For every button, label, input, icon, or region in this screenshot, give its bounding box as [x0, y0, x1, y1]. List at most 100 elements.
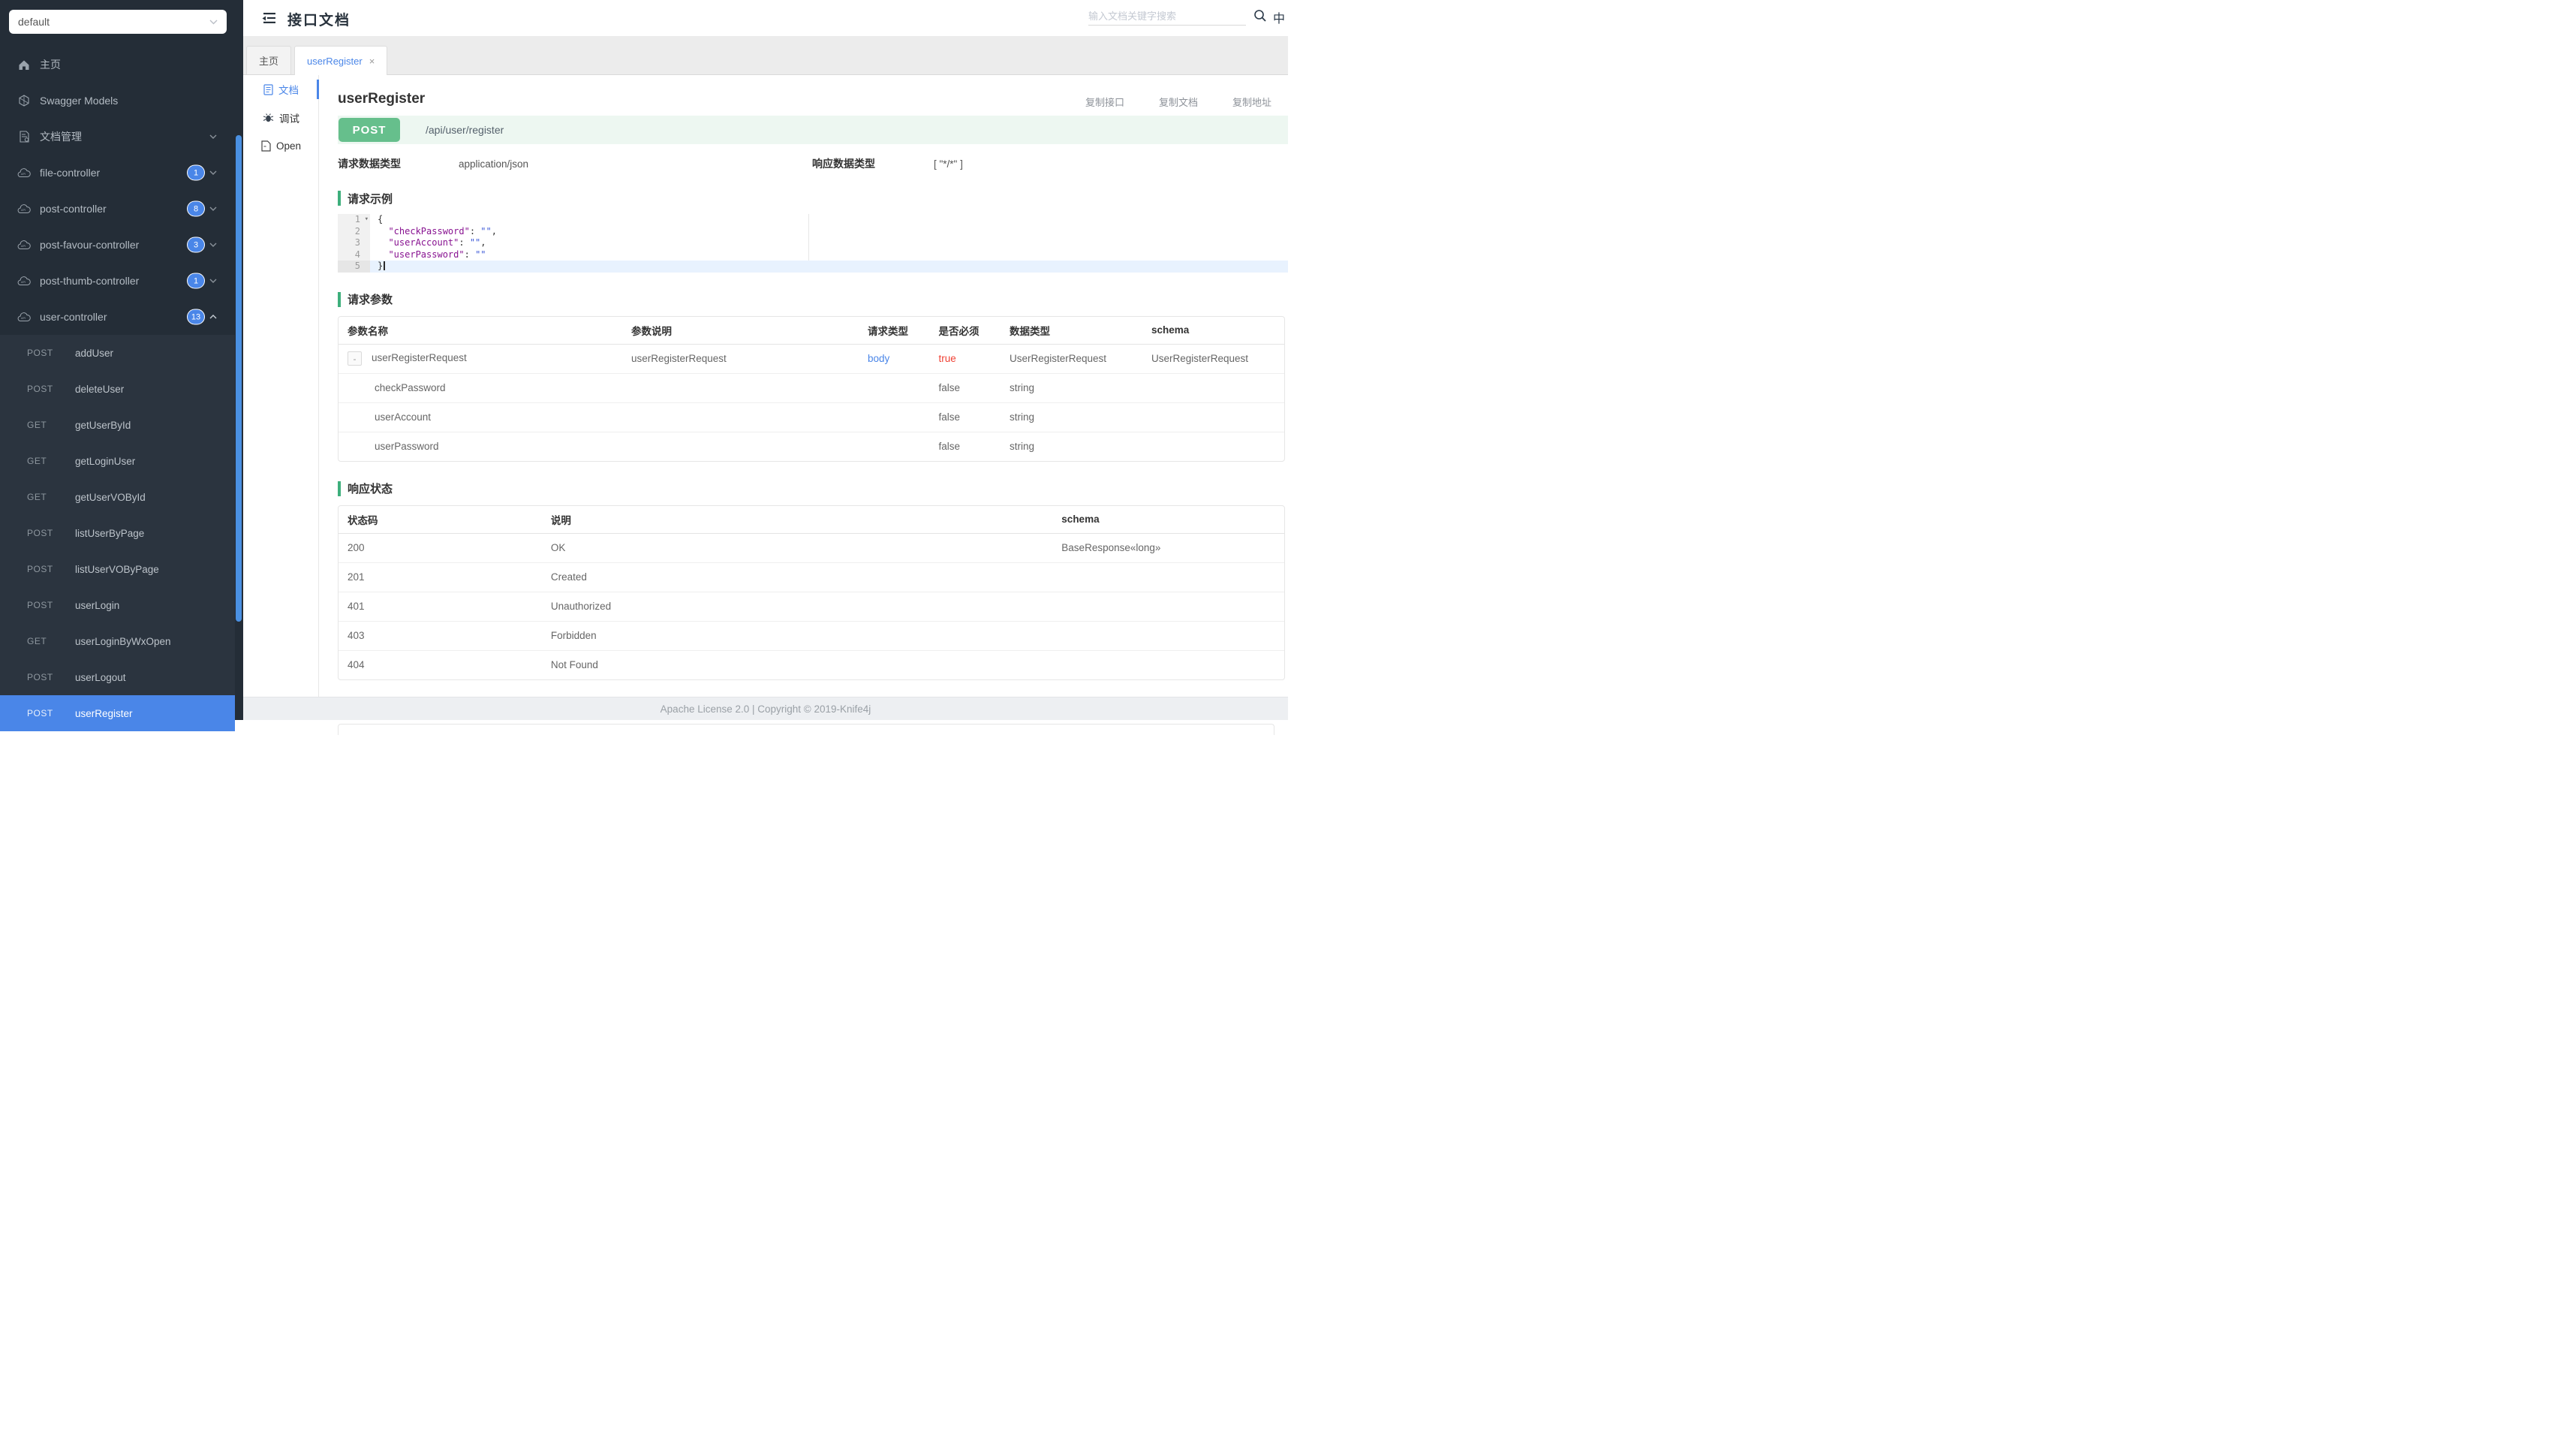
status-desc: Unauthorized [541, 592, 1053, 622]
sidebar-item-file-controller[interactable]: API file-controller 1 [0, 155, 235, 191]
sidebar-item-label: user-controller [40, 311, 107, 323]
fold-icon[interactable]: ▾ [364, 215, 369, 223]
side-nav-doc[interactable]: 文档 [243, 76, 319, 103]
document-icon [263, 83, 273, 95]
method-label: POST [27, 384, 53, 394]
search-input[interactable] [1088, 8, 1246, 26]
tab-close-icon[interactable]: × [369, 55, 375, 67]
method-label: POST [27, 672, 53, 682]
param-data-type: string [1010, 441, 1035, 452]
tab-home[interactable]: 主页 [246, 46, 292, 74]
request-example-editor[interactable]: 1 ▾ { 2 "checkPassword": "", 3 "userAccou… [338, 214, 1288, 273]
language-toggle[interactable]: 中 [1272, 13, 1285, 26]
col-required: 是否必须 [929, 316, 1001, 345]
endpoint-listUserVOByPage[interactable]: POST listUserVOByPage [0, 551, 235, 587]
sidebar-item-label: 文档管理 [40, 131, 82, 143]
cloud-api-icon: API [17, 167, 31, 179]
copy-doc-link[interactable]: 复制文档 [1158, 97, 1198, 108]
status-schema [1052, 650, 1284, 679]
cloud-api-icon: API [17, 203, 31, 215]
section-title: 请求参数 [348, 294, 393, 306]
sidebar-item-post-controller[interactable]: API post-controller 8 [0, 191, 235, 227]
col-status-schema: schema [1052, 505, 1284, 534]
param-req-type [859, 373, 930, 403]
endpoint-name: userLogin [75, 599, 120, 611]
endpoint-userLogout[interactable]: POST userLogout [0, 659, 235, 695]
chevron-down-icon [209, 279, 217, 283]
api-doc: userRegister 复制接口 复制文档 复制地址 POST /api/us… [320, 75, 1288, 735]
endpoint-getUserVOById[interactable]: GET getUserVOById [0, 479, 235, 515]
response-type-value: [ "*/*" ] [934, 158, 963, 170]
method-badge: POST [339, 118, 400, 142]
table-row: userAccount false string [339, 402, 1284, 432]
sidebar-item-label: file-controller [40, 167, 101, 179]
sidebar-item-user-controller[interactable]: API user-controller 13 [0, 299, 235, 335]
section-response-status: 响应状态 [338, 481, 1285, 496]
endpoint-listUserByPage[interactable]: POST listUserByPage [0, 515, 235, 551]
param-desc [622, 373, 859, 403]
api-title: userRegister [338, 91, 426, 107]
side-nav-debug[interactable]: 调试 [243, 104, 319, 131]
copy-api-link[interactable]: 复制接口 [1085, 97, 1124, 108]
param-required: true [929, 344, 1001, 374]
copy-address-link[interactable]: 复制地址 [1232, 97, 1271, 108]
sidebar-item-label: Swagger Models [40, 95, 119, 107]
count-badge: 1 [187, 164, 205, 181]
api-path: /api/user/register [426, 124, 504, 136]
table-header-row: 参数名称 参数说明 请求类型 是否必须 数据类型 schema [339, 316, 1284, 345]
sidebar-item-post-favour-controller[interactable]: API post-favour-controller 3 [0, 227, 235, 263]
endpoint-name: getUserVOById [75, 491, 146, 503]
tab-label: userRegister [307, 55, 363, 67]
sidebar: default 主页 Swagger Models 文档管理 API file-… [0, 0, 243, 731]
param-desc [622, 432, 859, 461]
side-nav-label: Open [275, 140, 302, 152]
side-nav-open[interactable]: Open [243, 132, 319, 159]
endpoint-userLogin[interactable]: POST userLogin [0, 587, 235, 623]
table-row: 404 Not Found [339, 650, 1284, 679]
param-schema [1142, 373, 1284, 403]
status-code: 201 [339, 562, 542, 592]
sidebar-item-label: 主页 [40, 59, 61, 71]
tab-bar: 主页 userRegister × [243, 36, 1288, 75]
endpoint-list: POST addUser POST deleteUser GET getUserByI… [0, 335, 235, 731]
collapse-toggle[interactable]: - [348, 351, 362, 366]
sidebar-item-post-thumb-controller[interactable]: API post-thumb-controller 1 [0, 263, 235, 299]
sidebar-item-swagger-models[interactable]: Swagger Models [0, 83, 235, 119]
doc-search [1088, 8, 1246, 26]
code-line: 4 "userPassword": "" [338, 249, 1288, 261]
endpoint-addUser[interactable]: POST addUser [0, 335, 235, 371]
param-required: false [929, 373, 1001, 403]
param-required: false [938, 441, 961, 452]
status-schema [1052, 621, 1284, 651]
menu-fold-icon[interactable] [261, 11, 276, 25]
status-code: 401 [339, 592, 542, 622]
main-area: 接口文档 中 主页 userRegister × 文档 调试 [243, 0, 1288, 735]
method-label: GET [27, 636, 47, 646]
endpoint-userLoginByWxOpen[interactable]: GET userLoginByWxOpen [0, 623, 235, 659]
sidebar-item-doc-manage[interactable]: 文档管理 [0, 119, 235, 155]
search-icon[interactable] [1253, 9, 1267, 23]
count-badge: 8 [187, 200, 205, 217]
table-row: userPassword false string [339, 432, 1284, 461]
response-params-table-top [338, 723, 1274, 735]
method-label: POST [27, 528, 53, 538]
endpoint-deleteUser[interactable]: POST deleteUser [0, 371, 235, 407]
sidebar-item-home[interactable]: 主页 [0, 47, 235, 83]
status-desc: Created [541, 562, 1053, 592]
param-required: false [929, 402, 1001, 432]
method-label: POST [27, 600, 53, 610]
svg-text:API: API [21, 245, 26, 248]
endpoint-name: listUserVOByPage [75, 563, 159, 575]
page-title: 接口文档 [287, 13, 351, 29]
count-badge: 3 [187, 236, 205, 253]
footer-text: Apache License 2.0 | Copyright © 2019-Kn… [660, 703, 871, 715]
bug-icon [263, 113, 274, 122]
endpoint-userRegister[interactable]: POST userRegister [0, 695, 235, 731]
tab-userRegister[interactable]: userRegister × [294, 46, 388, 75]
endpoint-getUserById[interactable]: GET getUserById [0, 407, 235, 443]
status-code: 404 [348, 659, 365, 670]
api-group-select[interactable]: default [9, 10, 227, 34]
endpoint-getLoginUser[interactable]: GET getLoginUser [0, 443, 235, 479]
table-row: 200 OK BaseResponse«long» [339, 533, 1284, 563]
sidebar-scrollbar[interactable] [236, 135, 242, 622]
